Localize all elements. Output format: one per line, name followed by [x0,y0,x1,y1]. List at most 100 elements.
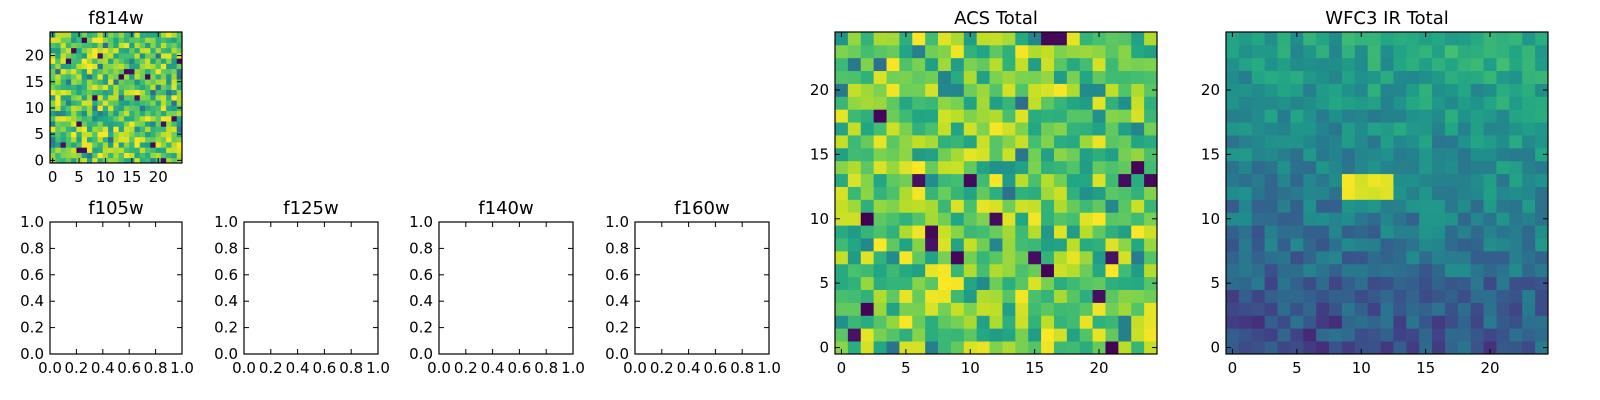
heatmap-cell [989,96,1003,110]
heatmap-cell [1457,122,1472,136]
heatmap-cell [835,44,849,59]
heatmap-cell [1496,276,1510,290]
heatmap-cell [1341,44,1356,59]
heatmap-cell [1066,276,1081,290]
heatmap-cell [1303,186,1317,200]
heatmap-cell [65,105,72,111]
heatmap-cell [1238,160,1253,175]
heatmap-cell [1432,302,1446,316]
heatmap-cell [1015,96,1029,110]
heatmap-cell [1290,57,1304,72]
heatmap-cell [1118,212,1132,226]
heatmap-cell [1303,212,1317,226]
heatmap-cell [1303,70,1317,84]
heatmap-cell [108,84,114,91]
x-tick-label: 0 [1228,359,1238,377]
heatmap-cell [1509,341,1523,355]
heatmap-cell [1470,96,1484,110]
heatmap-cell [1522,147,1536,162]
heatmap-cell [1290,238,1304,252]
heatmap-cell [1277,147,1291,162]
heatmap-cell [145,58,151,64]
heatmap-cell [97,115,104,122]
heatmap-cell [155,115,162,122]
heatmap-cell [145,37,151,43]
heatmap-cell [1131,225,1145,239]
heatmap-cell [1277,109,1291,123]
heatmap-cell [123,47,130,54]
heatmap-cell [1380,238,1394,252]
heatmap-cell [50,147,56,153]
heatmap-cell [1354,160,1369,175]
heatmap-cell [912,302,926,316]
heatmap-cell [150,147,156,153]
heatmap-cell [118,79,125,85]
y-tick-label: 0.6 [20,266,44,284]
heatmap-cell [963,328,978,342]
heatmap-cell [1341,341,1356,355]
heatmap-cell [963,315,978,329]
heatmap-cell [86,142,93,148]
heatmap-cell [1118,263,1132,278]
heatmap-cell [1251,44,1266,59]
heatmap-cell [113,105,120,111]
heatmap-cell [1144,122,1158,136]
heatmap-cell [1238,302,1253,316]
heatmap-cell [1041,83,1055,97]
heatmap-cell [1131,238,1145,252]
heatmap-cell [1290,147,1304,162]
heatmap-cell [92,100,98,106]
heatmap-cell [155,121,162,127]
heatmap-cell [81,73,88,80]
heatmap-cell [71,126,77,132]
heatmap-cell [925,199,939,213]
heatmap-cell [1144,341,1158,355]
heatmap-cell [1509,122,1523,136]
heatmap-cell [989,186,1003,200]
heatmap-cell [1105,83,1119,97]
heatmap-cell [989,147,1003,162]
heatmap-cell [976,263,990,278]
heatmap-cell [1483,212,1497,226]
heatmap-cell [873,276,887,290]
heatmap-cell [950,250,965,265]
heatmap-cell [1066,225,1081,239]
heatmap-cell [860,276,875,290]
heatmap-cell [97,100,104,106]
heatmap-cell [176,32,183,38]
heatmap-cell [1264,44,1278,59]
heatmap-cell [81,121,88,127]
heatmap-cell [1002,57,1016,72]
y-tick-label: 20 [25,47,44,65]
heatmap-cell [912,173,926,187]
heatmap-cell [1264,83,1278,97]
heatmap-cell [86,89,93,96]
heatmap-cell [860,289,875,303]
heatmap-cell [1041,122,1055,136]
heatmap-cell [925,289,939,303]
heatmap-cell [160,115,167,122]
heatmap-cell [1419,289,1433,303]
heatmap-cell [155,84,162,91]
heatmap-cell [60,147,67,153]
heatmap-cell [1066,70,1081,84]
heatmap-cell [86,68,93,75]
heatmap-cell [1092,328,1106,342]
heatmap-cell [1470,186,1484,200]
heatmap-cell [1406,70,1420,84]
heatmap-cell [123,131,130,138]
heatmap-cell [1367,122,1381,136]
heatmap-cell [1316,122,1330,136]
heatmap-cell [176,84,183,91]
heatmap-cell [1496,160,1510,175]
heatmap-cell [1118,302,1132,316]
heatmap-cell [847,302,862,316]
heatmap-cell [171,136,178,143]
heatmap-cell [1238,83,1253,97]
heatmap-cell [925,122,939,136]
heatmap-cell [886,276,900,290]
heatmap-cell [847,263,862,278]
heatmap-cell [1457,250,1472,265]
heatmap-cell [55,131,61,138]
